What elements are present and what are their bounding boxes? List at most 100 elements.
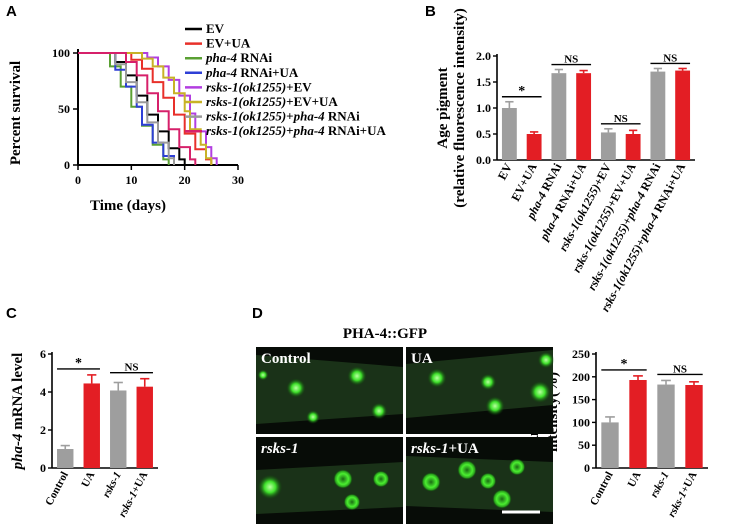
a-y-tick-label: 50 [58,102,70,116]
a-y-tick-label: 0 [64,158,70,172]
d-significance-label: NS [673,363,687,375]
b-y-tick-label: 2.0 [476,49,491,63]
gfp-nucleus [257,369,269,381]
gfp-nucleus [508,458,526,476]
a-x-tick-label: 10 [125,173,137,187]
gfp-nucleus [537,351,555,369]
gfp-nucleus [421,472,441,492]
gfp-nucleus [370,402,388,420]
worm-body [256,355,403,424]
d-category-label: rsks-1+UA [666,470,700,520]
b-y-axis-label-2: (relative fluorescence intensity) [452,8,468,207]
a-legend-entry: EV+UA [206,36,251,51]
c-y-tick-label: 0 [40,461,46,475]
gfp-nucleus [479,472,497,490]
gfp-nucleus [485,396,505,416]
d-y-tick-label: 200 [572,370,590,384]
c-bar [57,449,74,468]
panel-label-b: B [425,3,436,20]
d-y-tick-label: 150 [572,393,590,407]
b-bar [501,108,517,160]
panel-label-a: A [6,3,17,20]
survival-chart: 0 10 20 30 0 50 100 Time (days) Percent survival… [8,21,386,214]
c-bar [110,390,127,468]
gfp-nucleus [427,368,447,388]
a-legend-entry: rsks-1(ok1255)+EV [206,79,312,94]
a-legend-entry: pha-4 RNAi+UA [205,65,299,80]
a-legend-entry: pha-4 RNAi [205,50,272,65]
a-series-line-4 [78,52,218,165]
gfp-nucleus [286,378,306,398]
c-category-label: rsks-1 [100,470,124,500]
d-y-tick-label: 250 [572,347,590,361]
c-category-label: UA [79,470,97,490]
b-bar [625,134,641,160]
d-y-tick-label: 0 [584,461,590,475]
microscopy-label: rsks-1 [261,441,299,457]
microscopy-title: PHA-4::GFP [343,326,427,342]
d-category-label: Control [588,470,616,508]
c-significance-label: * [75,356,82,371]
b-significance-label: NS [663,52,677,64]
a-legend-entry: rsks-1(ok1255)+EV+UA [206,94,338,109]
d-bar [657,384,675,468]
d-bar [629,379,647,468]
worm-body [406,350,553,418]
c-category-label: Control [43,470,71,508]
c-y-tick-label: 4 [40,385,46,399]
b-y-tick-label: 1.5 [476,75,491,89]
a-series-line-3 [78,52,175,165]
gfp-nucleus [257,474,283,500]
a-x-tick-label: 0 [75,173,81,187]
c-bar [136,386,153,468]
c-significance-label: NS [124,362,138,374]
a-x-tick-label: 30 [232,173,244,187]
d-significance-label: * [621,357,628,372]
b-significance-label: NS [564,54,578,66]
b-y-tick-label: 0.0 [476,153,491,167]
a-series-line-1 [78,52,213,165]
b-bar [600,132,616,160]
b-category-label: EV [495,161,515,183]
gfp-nucleus [343,493,361,511]
a-legend-entry: EV [206,21,225,36]
d-bar [601,422,619,468]
gfp-nucleus [528,380,552,404]
d-bar [685,385,703,468]
gfp-nucleus [492,489,512,509]
b-bar [551,73,567,160]
b-significance-label: NS [614,113,628,125]
a-series-line-6 [78,52,175,165]
b-bar [526,134,542,160]
b-bar [675,70,691,160]
d-category-label: UA [626,470,644,490]
gfp-nucleus [457,460,477,480]
c-y-axis-label: pha-4 mRNA level [10,353,26,472]
microscopy-label: UA [411,351,433,367]
panel-label-d: D [252,305,263,322]
microscopy-label: Control [261,351,311,367]
gfp-nucleus [372,470,390,488]
panel-label-c: C [6,305,17,322]
gfp-nucleus [347,366,367,386]
a-y-axis-label: Percent survival [8,61,24,165]
d-y-tick-label: 100 [572,415,590,429]
microscopy-images: Control UA rsks-1 rsks-1+UA [256,347,555,524]
a-legend-entry: rsks-1(ok1255)+pha-4 RNAi [206,109,360,124]
gfp-nucleus [333,469,353,489]
b-y-axis-label: Age pigment [435,67,451,148]
a-series-line-5 [78,52,213,165]
a-x-tick-label: 20 [179,173,191,187]
b-bar [576,73,592,160]
microscopy-label: rsks-1+UA [411,441,479,457]
d-category-label: rsks-1 [648,470,672,500]
b-y-tick-label: 0.5 [476,127,491,141]
a-x-axis-label: Time (days) [90,198,166,214]
a-legend-entry: rsks-1(ok1255)+pha-4 RNAi+UA [206,123,386,138]
gfp-nucleus [479,373,497,391]
a-y-tick-label: 100 [52,46,70,60]
